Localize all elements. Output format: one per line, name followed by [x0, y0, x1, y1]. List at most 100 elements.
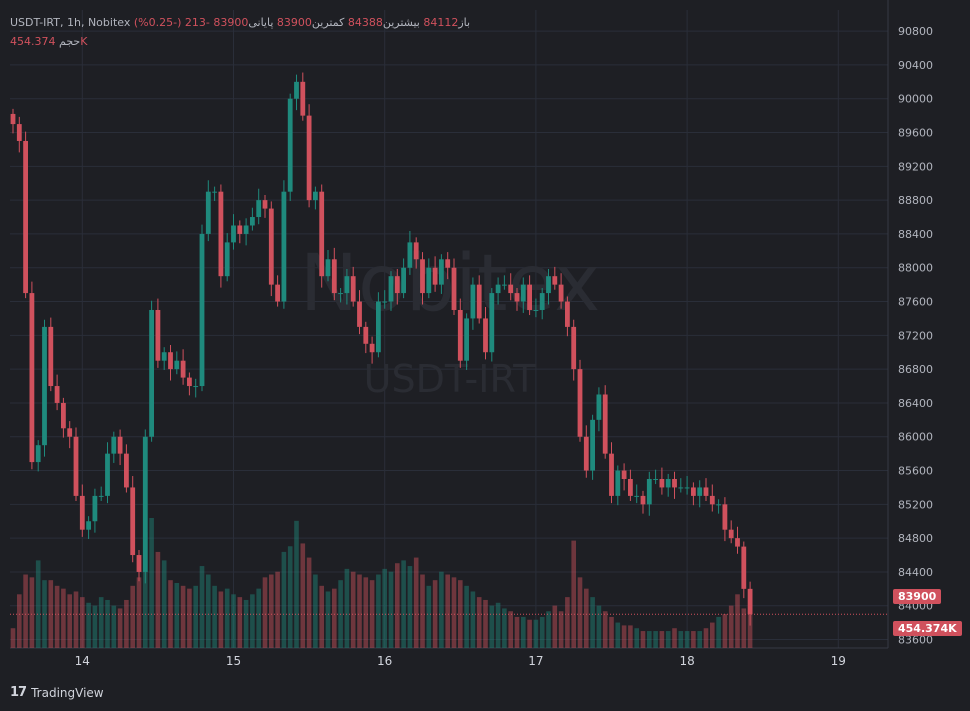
volume-bar: [445, 574, 450, 648]
close-value: 83900: [213, 16, 249, 29]
candle-body: [609, 453, 614, 496]
tradingview-footer[interactable]: 17 TradingView: [10, 685, 104, 700]
volume-bar: [691, 631, 696, 648]
y-tick-label: 86400: [898, 397, 933, 410]
volume-bar: [401, 560, 406, 648]
volume-bar: [634, 628, 639, 648]
candle-body: [281, 191, 287, 302]
y-tick-label: 89600: [898, 127, 933, 140]
candle-body: [79, 495, 85, 530]
candle-body: [256, 200, 262, 218]
volume-bar: [602, 611, 608, 648]
volume-bar: [111, 605, 117, 648]
x-tick-label: 14: [75, 654, 90, 668]
y-tick-label: 87200: [898, 329, 933, 342]
volume-bar: [369, 580, 375, 648]
candle-body: [565, 301, 570, 327]
candle-body: [193, 386, 199, 388]
y-tick-label: 86000: [898, 431, 933, 444]
volume-bar: [596, 605, 602, 648]
candle-body: [546, 276, 551, 294]
candle-body: [275, 284, 280, 302]
volume-bar: [294, 520, 299, 648]
candle-body: [634, 495, 640, 497]
tradingview-logo-icon: 17: [10, 685, 27, 700]
volume-bar: [281, 551, 287, 648]
candle-body: [426, 267, 432, 294]
volume-bar: [35, 560, 41, 648]
volume-bar: [439, 571, 444, 648]
volume-bar: [382, 568, 387, 648]
volume-bar: [728, 605, 734, 648]
candle-body: [407, 242, 413, 268]
volume-bar: [628, 625, 633, 648]
volume-bar: [451, 577, 457, 648]
candle-body: [212, 191, 217, 193]
volume-bar: [344, 568, 350, 648]
volume-bar: [256, 588, 261, 648]
candle-body: [735, 538, 740, 547]
y-tick-label: 90800: [898, 25, 933, 38]
candle-body: [495, 284, 501, 294]
candle-body: [571, 326, 577, 370]
volume-bar: [508, 611, 513, 648]
volume-bar: [710, 622, 715, 648]
candle-body: [224, 242, 230, 277]
candle-body: [445, 259, 451, 268]
candle-body: [111, 436, 117, 454]
volume-bar: [130, 585, 135, 648]
open-value: 84112: [423, 16, 459, 29]
volume-bar: [665, 631, 671, 648]
change-value: -213 (-0.25%): [133, 16, 210, 29]
volume-bar: [275, 571, 280, 648]
candle-body: [439, 259, 444, 285]
candle-body: [300, 81, 306, 116]
volume-bar: [250, 594, 255, 648]
candle-body: [61, 402, 66, 429]
candle-body: [646, 478, 652, 505]
volume-bar: [187, 588, 192, 648]
volume-bar: [357, 574, 362, 648]
y-tick-label: 86800: [898, 363, 933, 376]
volume-bar: [388, 571, 394, 648]
x-tick-label: 18: [679, 654, 694, 668]
candle-body: [331, 259, 337, 294]
tradingview-brand: TradingView: [31, 685, 104, 700]
volume-legend: حجم 454.374K: [10, 35, 87, 48]
volume-bar: [23, 574, 28, 648]
volume-bar: [407, 566, 413, 648]
candle-body: [722, 504, 728, 530]
volume-bar: [697, 631, 702, 648]
volume-bar: [413, 557, 419, 648]
volume-bar: [495, 602, 501, 648]
high-label: بیشترین: [382, 16, 420, 29]
volume-bar: [571, 540, 576, 648]
candle-body: [502, 284, 507, 286]
volume-bar: [659, 631, 665, 648]
volume-bar: [426, 585, 432, 648]
candle-body: [287, 98, 293, 192]
candle-body: [653, 478, 658, 480]
candle-body: [23, 140, 28, 294]
symbol-label: USDT-IRT, 1h, Nobitex: [10, 16, 131, 29]
volume-bar: [218, 591, 224, 648]
volume-bar: [741, 608, 747, 648]
volume-bar: [640, 631, 646, 648]
candle-body: [697, 487, 703, 496]
x-tick-label: 16: [377, 654, 392, 668]
y-tick-label: 87600: [898, 296, 933, 309]
candle-body: [199, 233, 205, 387]
volume-value: 454.374K: [10, 35, 88, 48]
volume-bar: [609, 616, 614, 648]
candle-body: [432, 267, 438, 285]
candle-body: [741, 546, 747, 589]
volume-bar: [98, 597, 104, 648]
candle-body: [539, 293, 545, 310]
candle-body: [420, 259, 425, 294]
volume-bar: [539, 616, 545, 648]
volume-bar: [350, 571, 356, 648]
candle-body: [231, 225, 236, 243]
candle-body: [262, 200, 268, 209]
candle-body: [73, 436, 79, 496]
